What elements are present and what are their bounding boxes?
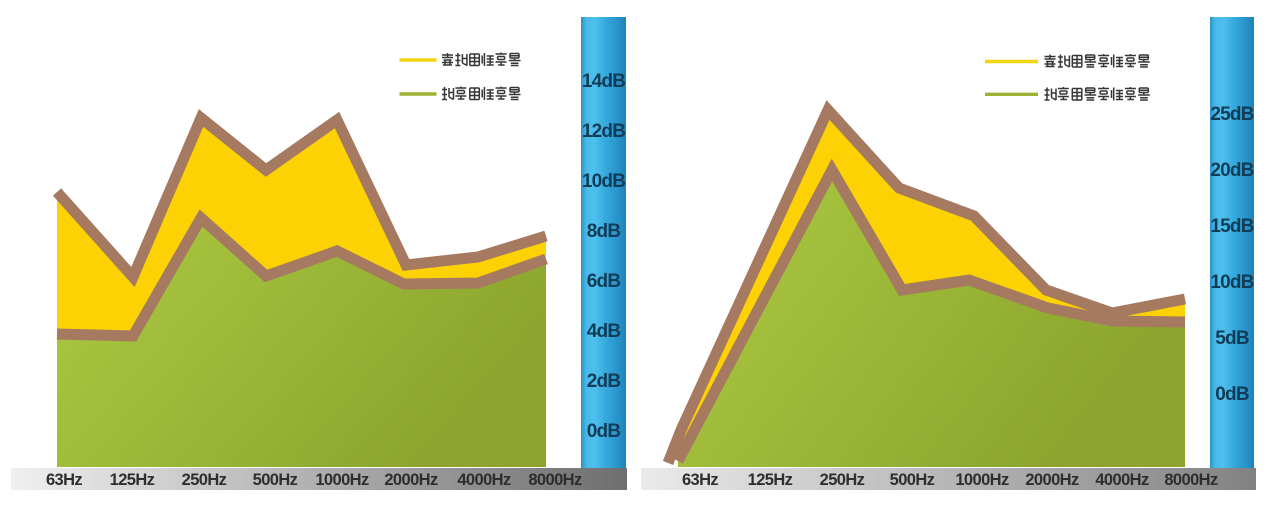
svg-text:63Hz: 63Hz	[46, 471, 82, 489]
svg-text:12dB: 12dB	[582, 121, 625, 142]
svg-text:63Hz: 63Hz	[682, 471, 718, 489]
svg-text:15dB: 15dB	[1210, 216, 1253, 237]
svg-text:125Hz: 125Hz	[748, 471, 793, 489]
svg-text:2dB: 2dB	[587, 371, 621, 392]
svg-text:4000Hz: 4000Hz	[1095, 471, 1149, 489]
svg-text:2000Hz: 2000Hz	[1025, 471, 1079, 489]
svg-text:8000Hz: 8000Hz	[528, 471, 582, 489]
svg-text:10dB: 10dB	[582, 171, 625, 192]
svg-text:1000Hz: 1000Hz	[315, 471, 369, 489]
svg-text:500Hz: 500Hz	[890, 471, 935, 489]
svg-text:10dB: 10dB	[1210, 272, 1253, 293]
svg-text:2000Hz: 2000Hz	[384, 471, 438, 489]
svg-text:0dB: 0dB	[587, 421, 621, 442]
svg-text:250Hz: 250Hz	[182, 471, 227, 489]
svg-text:4dB: 4dB	[587, 321, 621, 342]
svg-text:500Hz: 500Hz	[253, 471, 298, 489]
svg-text:250Hz: 250Hz	[820, 471, 865, 489]
svg-text:6dB: 6dB	[587, 271, 621, 292]
svg-text:1000Hz: 1000Hz	[955, 471, 1009, 489]
svg-text:4000Hz: 4000Hz	[457, 471, 511, 489]
svg-text:20dB: 20dB	[1210, 160, 1253, 181]
svg-text:25dB: 25dB	[1210, 104, 1253, 125]
svg-text:0dB: 0dB	[1215, 384, 1249, 405]
svg-text:14dB: 14dB	[582, 71, 625, 92]
svg-text:8dB: 8dB	[587, 221, 621, 242]
svg-text:5dB: 5dB	[1215, 328, 1249, 349]
svg-text:8000Hz: 8000Hz	[1164, 471, 1218, 489]
svg-text:125Hz: 125Hz	[110, 471, 155, 489]
